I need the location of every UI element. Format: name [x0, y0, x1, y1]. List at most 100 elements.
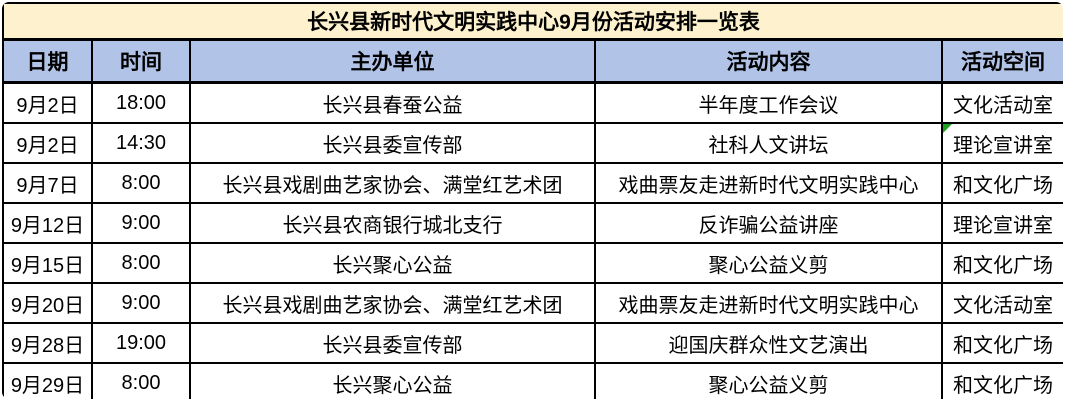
cell-text: 半年度工作会议 [698, 94, 839, 117]
cell-organizer: 长兴县春蚕公益 [189, 81, 596, 124]
cell-text: 8:00 [121, 171, 161, 194]
cell-activity: 半年度工作会议 [594, 81, 943, 124]
table-row: 9月12日 9:00 长兴县农商银行城北支行 反诈骗公益讲座 理论宣讲室 [2, 202, 1063, 244]
cell-text: 和文化广场 [953, 334, 1053, 357]
table-row: 9月20日 9:00 长兴县戏剧曲艺家协会、满堂红艺术团 戏曲票友走进新时代文明… [2, 282, 1063, 324]
cell-venue: 和文化广场 [940, 242, 1063, 284]
cell-venue: 文化活动室 [940, 282, 1063, 324]
cell-activity: 反诈骗公益讲座 [594, 202, 943, 244]
cell-activity: 聚心公益义剪 [594, 362, 943, 399]
cell-text: 9月15日 [10, 254, 85, 277]
cell-text: 19:00 [115, 331, 167, 354]
cell-time: 18:00 [91, 81, 191, 124]
cell-venue: 理论宣讲室 [940, 122, 1063, 164]
cell-activity: 聚心公益义剪 [594, 242, 943, 284]
cell-text: 8:00 [121, 371, 161, 394]
table-row: 9月2日 18:00 长兴县春蚕公益 半年度工作会议 文化活动室 [2, 81, 1063, 124]
cell-date: 9月2日 [2, 81, 93, 124]
header-activity: 活动内容 [594, 38, 943, 84]
cell-text: 文化活动室 [953, 94, 1053, 117]
cell-organizer: 长兴聚心公益 [189, 242, 596, 284]
cell-time: 19:00 [91, 322, 191, 364]
cell-text: 长兴县戏剧曲艺家协会、满堂红艺术团 [222, 294, 563, 317]
cell-date: 9月7日 [2, 162, 93, 204]
cell-date: 9月29日 [2, 362, 93, 399]
cell-organizer: 长兴县戏剧曲艺家协会、满堂红艺术团 [189, 282, 596, 324]
green-corner-flag-icon [944, 125, 952, 133]
cell-text: 和文化广场 [953, 174, 1053, 197]
cell-date: 9月20日 [2, 282, 93, 324]
cell-time: 8:00 [91, 162, 191, 204]
cell-organizer: 长兴县戏剧曲艺家协会、满堂红艺术团 [189, 162, 596, 204]
cell-text: 反诈骗公益讲座 [698, 214, 839, 237]
cell-text: 理论宣讲室 [953, 214, 1053, 237]
cell-venue: 理论宣讲室 [940, 202, 1063, 244]
cell-date: 9月12日 [2, 202, 93, 244]
cell-text: 聚心公益义剪 [708, 254, 829, 277]
cell-activity: 社科人文讲坛 [594, 122, 943, 164]
cell-text: 长兴县委宣传部 [322, 134, 463, 157]
cell-text: 和文化广场 [953, 254, 1053, 277]
cell-venue: 和文化广场 [940, 362, 1063, 399]
page-title: 长兴县新时代文明实践中心9月份活动安排一览表 [2, 2, 1063, 41]
table-row: 9月15日 8:00 长兴聚心公益 聚心公益义剪 和文化广场 [2, 242, 1063, 284]
title-row: 长兴县新时代文明实践中心9月份活动安排一览表 [2, 2, 1063, 41]
cell-text: 9月2日 [16, 134, 79, 157]
cell-text: 9:00 [121, 291, 161, 314]
header-date: 日期 [2, 38, 93, 84]
cell-text: 社科人文讲坛 [708, 134, 829, 157]
cell-venue: 和文化广场 [940, 322, 1063, 364]
cell-venue: 文化活动室 [940, 81, 1063, 124]
cell-text: 8:00 [121, 251, 161, 274]
cell-text: 戏曲票友走进新时代文明实践中心 [618, 174, 919, 197]
cell-text: 9月2日 [16, 94, 79, 117]
header-venue: 活动空间 [940, 38, 1063, 84]
cell-text: 14:30 [115, 131, 167, 154]
cell-text: 长兴县戏剧曲艺家协会、满堂红艺术团 [222, 174, 563, 197]
cell-text: 9月7日 [16, 174, 79, 197]
cell-text: 9月12日 [10, 214, 85, 237]
cell-organizer: 长兴县委宣传部 [189, 122, 596, 164]
cell-text: 18:00 [115, 91, 167, 114]
header-row: 日期 时间 主办单位 活动内容 活动空间 [2, 38, 1063, 84]
cell-text: 文化活动室 [953, 294, 1053, 317]
cell-time: 14:30 [91, 122, 191, 164]
cell-text: 长兴聚心公益 [332, 254, 453, 277]
table-row: 9月28日 19:00 长兴县委宣传部 迎国庆群众性文艺演出 和文化广场 [2, 322, 1063, 364]
cell-organizer: 长兴县农商银行城北支行 [189, 202, 596, 244]
cell-activity: 戏曲票友走进新时代文明实践中心 [594, 162, 943, 204]
cell-venue: 和文化广场 [940, 162, 1063, 204]
cell-text: 长兴聚心公益 [332, 374, 453, 397]
cell-text: 戏曲票友走进新时代文明实践中心 [618, 294, 919, 317]
table-row: 9月2日 14:30 长兴县委宣传部 社科人文讲坛 理论宣讲室 [2, 122, 1063, 164]
cell-activity: 迎国庆群众性文艺演出 [594, 322, 943, 364]
cell-text: 长兴县春蚕公益 [322, 94, 463, 117]
cell-text: 聚心公益义剪 [708, 374, 829, 397]
cell-time: 8:00 [91, 362, 191, 399]
cell-text: 9月20日 [10, 294, 85, 317]
cell-text: 理论宣讲室 [953, 134, 1053, 157]
cell-text: 长兴县委宣传部 [322, 334, 463, 357]
cell-time: 9:00 [91, 282, 191, 324]
cell-text: 和文化广场 [953, 374, 1053, 397]
cell-date: 9月2日 [2, 122, 93, 164]
cell-date: 9月15日 [2, 242, 93, 284]
cell-time: 8:00 [91, 242, 191, 284]
header-time: 时间 [91, 38, 191, 84]
cell-date: 9月28日 [2, 322, 93, 364]
cell-text: 9:00 [121, 211, 161, 234]
table-row: 9月7日 8:00 长兴县戏剧曲艺家协会、满堂红艺术团 戏曲票友走进新时代文明实… [2, 162, 1063, 204]
cell-text: 长兴县农商银行城北支行 [282, 214, 503, 237]
cell-text: 9月29日 [10, 374, 85, 397]
cell-text: 9月28日 [10, 334, 85, 357]
cell-organizer: 长兴聚心公益 [189, 362, 596, 399]
cell-activity: 戏曲票友走进新时代文明实践中心 [594, 282, 943, 324]
table-row: 9月29日 8:00 长兴聚心公益 聚心公益义剪 和文化广场 [2, 362, 1063, 399]
header-organizer: 主办单位 [189, 38, 596, 84]
cell-organizer: 长兴县委宣传部 [189, 322, 596, 364]
cell-time: 9:00 [91, 202, 191, 244]
cell-text: 迎国庆群众性文艺演出 [668, 334, 869, 357]
